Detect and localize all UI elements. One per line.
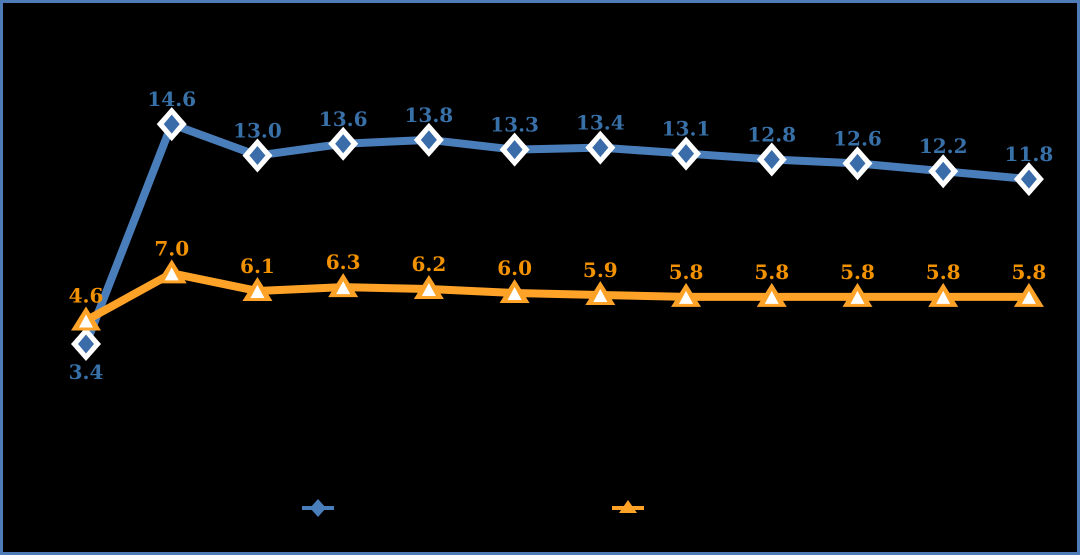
data-point-diamond — [249, 146, 266, 166]
data-point-diamond — [78, 334, 94, 354]
data-point-triangle-inner — [850, 290, 865, 304]
data-label: 12.2 — [919, 134, 968, 158]
data-label: 13.4 — [576, 111, 625, 135]
data-label: 13.0 — [233, 119, 282, 143]
data-label: 5.8 — [1012, 260, 1047, 284]
data-point-diamond — [163, 114, 180, 134]
data-point-diamond — [506, 140, 523, 160]
data-point-diamond — [592, 138, 609, 158]
data-label: 5.9 — [583, 258, 618, 282]
legend-entry — [612, 500, 644, 513]
data-point-diamond — [1020, 169, 1037, 189]
data-point-diamond — [678, 144, 695, 164]
data-label: 14.6 — [147, 87, 196, 111]
data-point-triangle-inner — [250, 285, 265, 299]
data-label: 6.2 — [411, 252, 446, 276]
data-point-triangle-inner — [507, 286, 522, 300]
data-point-diamond — [849, 153, 866, 173]
data-point-triangle-inner — [164, 267, 179, 281]
data-label: 13.1 — [662, 117, 711, 141]
data-label: 5.8 — [754, 260, 789, 284]
data-point-triangle-inner — [936, 290, 951, 304]
data-label: 3.4 — [69, 360, 104, 384]
legend-triangle-icon — [619, 500, 637, 513]
data-point-diamond — [935, 161, 952, 181]
data-label: 5.8 — [840, 260, 875, 284]
data-label: 5.8 — [926, 260, 961, 284]
data-label: 11.8 — [1005, 142, 1054, 166]
data-label: 7.0 — [154, 236, 189, 260]
data-label: 4.6 — [69, 283, 104, 307]
data-point-diamond — [420, 130, 437, 150]
legend-diamond-icon — [310, 499, 326, 517]
data-label: 6.0 — [497, 256, 532, 280]
orange-triangle-series-line — [82, 269, 1033, 325]
data-point-triangle-inner — [79, 314, 93, 328]
data-label: 13.3 — [490, 113, 539, 137]
data-label: 13.8 — [405, 103, 454, 127]
data-label: 12.8 — [747, 122, 796, 146]
data-point-diamond — [335, 134, 352, 154]
data-label: 12.6 — [833, 126, 882, 150]
data-point-triangle-inner — [679, 290, 694, 304]
blue-diamond-series-line — [82, 120, 1033, 349]
legend-entry — [302, 499, 334, 517]
data-point-triangle-inner — [764, 290, 779, 304]
data-label: 6.1 — [240, 254, 275, 278]
data-label: 5.8 — [669, 260, 704, 284]
data-label: 6.3 — [326, 250, 361, 274]
data-point-triangle-inner — [1021, 290, 1036, 304]
data-point-triangle-inner — [421, 283, 436, 297]
data-point-triangle-inner — [336, 281, 351, 295]
data-point-diamond — [763, 149, 780, 169]
data-label: 13.6 — [319, 107, 368, 131]
data-point-triangle-inner — [593, 288, 608, 302]
